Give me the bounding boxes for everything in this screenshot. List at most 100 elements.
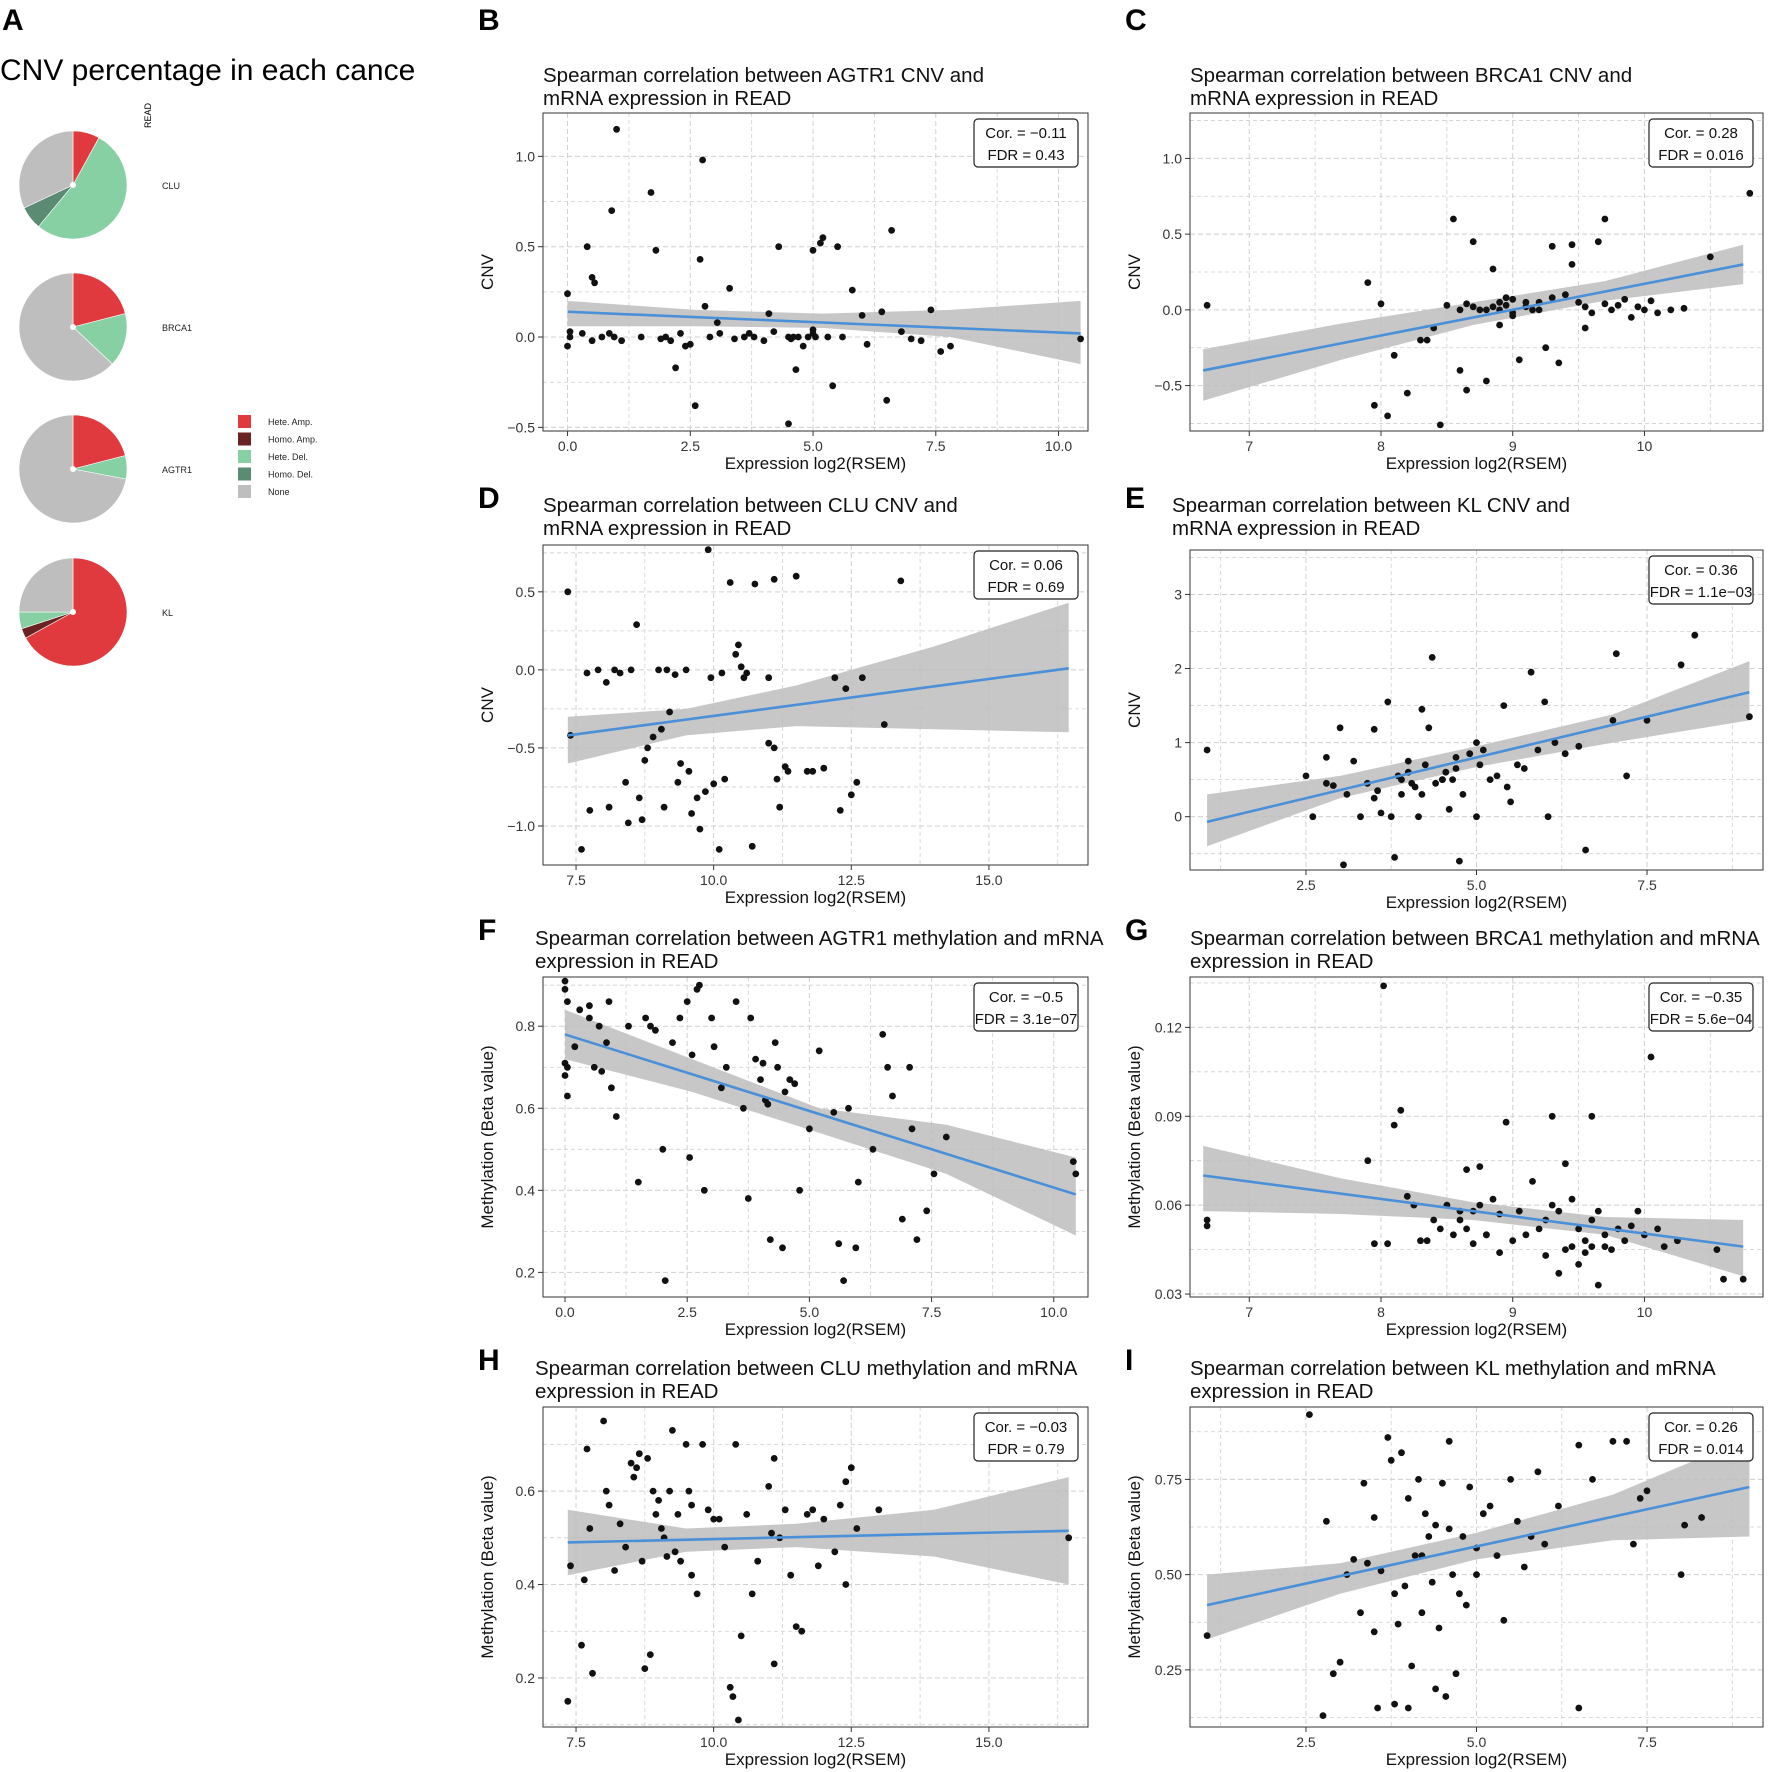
- data-point-b-52: [809, 246, 817, 254]
- data-point-e-16: [1391, 854, 1398, 861]
- data-point-g-58: [1548, 1112, 1556, 1120]
- data-point-g-56: [1720, 1275, 1727, 1283]
- y-axis-title-c: CNV: [1125, 253, 1144, 290]
- data-point-b-12: [610, 333, 618, 341]
- data-point-f-54: [815, 1047, 823, 1055]
- data-point-b-43: [790, 333, 797, 341]
- data-point-g-6: [1390, 1121, 1398, 1129]
- data-point-i-56: [1630, 1540, 1637, 1548]
- confidence-band-f: [565, 1009, 1076, 1236]
- panel-letter-b: B: [478, 4, 500, 37]
- data-point-b-8: [588, 337, 596, 345]
- data-point-c-43: [1627, 314, 1635, 321]
- data-point-f-66: [906, 1063, 913, 1071]
- data-point-h-34: [688, 1571, 695, 1579]
- x-tick-label-h: 15.0: [975, 1734, 1002, 1750]
- data-point-i-63: [1432, 1685, 1439, 1693]
- stats-box-c: [1648, 118, 1754, 168]
- data-point-f-11: [590, 1063, 598, 1071]
- data-point-i-54: [1609, 1437, 1617, 1445]
- data-point-e-62: [1439, 776, 1446, 783]
- data-point-i-44: [1507, 1476, 1514, 1483]
- data-point-c-63: [1496, 321, 1503, 329]
- data-point-d-12: [627, 666, 635, 674]
- y-tick-label-f: 0.4: [516, 1182, 536, 1198]
- data-point-e-23: [1418, 705, 1426, 713]
- data-point-d-46: [751, 580, 759, 588]
- data-point-b-64: [888, 227, 895, 234]
- data-point-b-54: [829, 382, 837, 390]
- chart-title-f-line-1: Spearman correlation between AGTR1 methy…: [535, 927, 1104, 950]
- data-point-b-56: [839, 333, 846, 341]
- y-axis-title-e: CNV: [1125, 691, 1144, 728]
- data-point-b-7: [591, 279, 598, 287]
- data-point-f-12: [595, 1022, 603, 1030]
- data-point-b-19: [662, 333, 670, 341]
- legend-label-homo-amp: Homo. Amp.: [268, 435, 318, 445]
- y-tick-label-c: 0.0: [1163, 302, 1183, 318]
- y-axis-title-i: Methylation (Beta value): [1125, 1475, 1144, 1658]
- data-point-g-60: [1562, 1160, 1569, 1168]
- confidence-band-c: [1203, 244, 1744, 401]
- regression-line-d: [567, 667, 1069, 737]
- pie-slice-agtr1-hete-amp: [72, 414, 126, 470]
- data-point-e-0: [1203, 746, 1211, 754]
- data-point-b-0: [564, 342, 571, 350]
- data-point-b-10: [605, 330, 613, 337]
- legend-label-homo-del: Homo. Del.: [268, 470, 313, 480]
- data-point-d-15: [638, 816, 646, 824]
- x-axis-title-h: Expression log2(RSEM): [725, 1750, 906, 1769]
- stats-text-h-2: FDR = 0.79: [987, 1441, 1064, 1458]
- panel-letter-h: H: [478, 1344, 500, 1377]
- stats-text-i-1: Cor. = 0.26: [1664, 1419, 1738, 1436]
- data-point-d-22: [663, 666, 671, 674]
- data-point-e-51: [1561, 750, 1569, 758]
- data-point-f-1: [561, 985, 569, 993]
- data-point-i-40: [1479, 1510, 1487, 1518]
- data-point-f-21: [647, 1022, 654, 1030]
- data-point-f-50: [786, 1076, 794, 1083]
- data-point-b-11: [608, 207, 616, 215]
- data-point-d-7: [605, 803, 613, 811]
- data-point-f-22: [652, 1026, 659, 1034]
- y-tick-label-b: −0.5: [507, 419, 535, 435]
- scatter-panel-f: Spearman correlation between AGTR1 methy…: [478, 927, 1104, 1339]
- data-point-d-3: [583, 669, 591, 677]
- x-tick-label-b: 0.0: [558, 438, 578, 454]
- data-point-g-44: [1601, 1231, 1609, 1239]
- pie-slice-kl-hete-amp: [25, 557, 128, 667]
- data-point-g-34: [1535, 1225, 1543, 1233]
- data-point-i-46: [1520, 1563, 1528, 1571]
- data-point-d-0: [564, 588, 572, 596]
- data-point-b-69: [937, 348, 945, 355]
- y-tick-label-g: 0.06: [1155, 1197, 1182, 1213]
- data-point-f-19: [634, 1178, 642, 1186]
- x-tick-label-g: 7: [1245, 1304, 1253, 1320]
- data-point-c-38: [1594, 238, 1602, 246]
- data-point-b-20: [667, 337, 675, 345]
- data-point-b-59: [809, 326, 817, 334]
- y-tick-label-b: 1.0: [516, 148, 536, 164]
- data-point-g-63: [1594, 1281, 1602, 1289]
- data-point-i-48: [1534, 1468, 1542, 1476]
- data-point-b-39: [770, 328, 778, 335]
- data-point-d-20: [658, 725, 665, 733]
- data-point-f-28: [686, 1154, 693, 1161]
- data-point-g-37: [1555, 1207, 1563, 1215]
- data-point-h-18: [641, 1665, 649, 1672]
- data-point-c-9: [1436, 421, 1444, 429]
- stats-box-h: [973, 1412, 1079, 1462]
- y-axis-title-g: Methylation (Beta value): [1125, 1045, 1144, 1228]
- x-axis-title-f: Expression log2(RSEM): [725, 1320, 906, 1339]
- regression-line-h: [567, 1529, 1069, 1544]
- legend-swatch-hete-del: [238, 450, 251, 463]
- data-point-h-28: [669, 1427, 676, 1434]
- x-tick-label-e: 7.5: [1637, 877, 1657, 893]
- data-point-h-19: [644, 1455, 651, 1462]
- data-point-h-5: [586, 1525, 594, 1532]
- data-point-f-51: [791, 1080, 799, 1088]
- data-point-e-50: [1551, 739, 1559, 746]
- data-point-f-25: [669, 1039, 676, 1046]
- data-point-b-37: [760, 337, 768, 345]
- data-point-c-45: [1641, 306, 1648, 314]
